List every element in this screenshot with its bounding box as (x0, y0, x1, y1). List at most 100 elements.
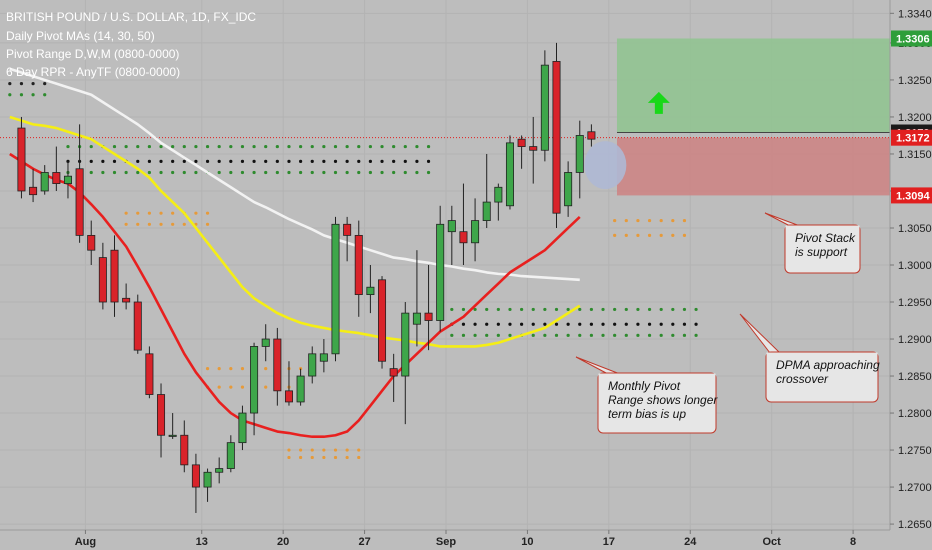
callout-box (765, 351, 879, 403)
candle-body (261, 338, 270, 347)
candle-body (308, 353, 317, 377)
callout-mask (785, 225, 860, 234)
x-tick-label: 24 (684, 536, 697, 548)
x-axis[interactable]: Aug 13 20 27 Sep 10 17 24 Oct 8 (75, 530, 856, 548)
pivot-dot (671, 333, 675, 337)
pivot-dot (147, 159, 151, 163)
candle-body (226, 442, 235, 469)
candle-body (40, 172, 49, 192)
pivot-dot (8, 82, 12, 86)
y-tick-label: 1.3000 (898, 260, 932, 272)
pivot-dot (415, 170, 419, 175)
y-tick-label: 1.2750 (898, 445, 932, 457)
pivot-dot (89, 159, 93, 163)
pivot-dot (89, 144, 93, 149)
candle-body (296, 375, 305, 403)
x-tick-label: 8 (850, 536, 856, 548)
pivot-dot (508, 322, 512, 326)
candle-body (110, 249, 119, 303)
pivot-dot (182, 144, 186, 149)
ma-line-30 (9, 115, 581, 348)
pivot-dot (613, 233, 617, 237)
pivot-dot (578, 333, 582, 337)
pivot-dot (240, 170, 245, 175)
pivot-dot (287, 170, 291, 175)
pivot-dot (19, 93, 24, 97)
pivot-dot (613, 333, 617, 337)
candle-body (122, 297, 131, 303)
pivot-dot (112, 170, 117, 175)
pivot-dot (589, 322, 593, 326)
pivot-dot (182, 170, 186, 175)
candle-body (52, 172, 61, 184)
candle-body (238, 412, 247, 444)
candle-body (517, 138, 526, 147)
pivot-dot (264, 385, 268, 389)
pivot-dot (682, 307, 687, 312)
pivot-dot (554, 333, 559, 337)
price-tag (891, 129, 932, 146)
pivot-dot (171, 222, 175, 226)
pivot-dot (299, 144, 303, 149)
pivot-dot (171, 170, 175, 175)
pivot-dot (182, 222, 186, 226)
pivot-dot (275, 159, 279, 163)
pivot-dot (205, 222, 210, 226)
candle-body (389, 368, 398, 377)
pivot-dot (473, 307, 477, 312)
candle-body (494, 186, 503, 203)
pivot-dot (345, 144, 349, 149)
pivot-dot (403, 170, 407, 175)
pivot-dot (159, 170, 163, 175)
pivot-dot (357, 170, 361, 175)
callout-mask (766, 352, 878, 361)
pivot-dot (136, 222, 140, 226)
pivot-dot (380, 159, 384, 163)
pivot-dot (624, 333, 628, 337)
y-tick-label: 1.2700 (898, 482, 932, 494)
pivot-dot (403, 159, 407, 163)
pivot-dot (426, 170, 431, 175)
pivot-dot (368, 170, 372, 175)
pivot-dot (240, 159, 245, 163)
legend[interactable]: BRITISH POUND / U.S. DOLLAR, 1D, FX_IDC … (6, 10, 256, 79)
pivot-dot (392, 170, 396, 175)
pivot-dot (171, 211, 175, 215)
pivot-dot (322, 448, 326, 452)
pivot-dot (89, 170, 93, 175)
candle-body (564, 172, 573, 207)
pivot-dot (136, 170, 140, 175)
pivot-dot (485, 322, 489, 326)
legend-indicator-pivot-range[interactable]: Pivot Range D,W,M (0800-0000) (6, 47, 179, 61)
legend-indicator-pivot-mas[interactable]: Daily Pivot MAs (14, 30, 50) (6, 29, 155, 43)
pivot-dot (322, 144, 326, 149)
candle-body (215, 468, 224, 473)
legend-indicator-rpr[interactable]: 6 Day RPR - AnyTF (0800-0000) (6, 65, 180, 79)
pivot-dot (310, 455, 314, 460)
pivot-dot (43, 93, 47, 97)
pivot-dot (636, 322, 640, 326)
pivot-dot (159, 222, 163, 226)
callout-box (597, 372, 717, 434)
pivot-dot (357, 455, 361, 460)
pivot-dot (601, 307, 605, 312)
pivot-dot (426, 159, 431, 163)
candle-body (587, 131, 596, 140)
y-tick-label: 1.2800 (898, 408, 932, 420)
callout-text-line: Pivot Stack (795, 231, 856, 245)
pivot-dot (531, 307, 535, 312)
pivot-dot (473, 322, 477, 326)
pivot-dot (8, 93, 12, 97)
pivot-dot (450, 333, 454, 337)
pivot-dot (682, 333, 687, 337)
pivot-dot (647, 333, 652, 337)
candle-body (331, 223, 340, 355)
x-tick-label: Aug (75, 536, 96, 548)
pivot-dot (299, 455, 303, 460)
pivot-dot (124, 144, 128, 149)
